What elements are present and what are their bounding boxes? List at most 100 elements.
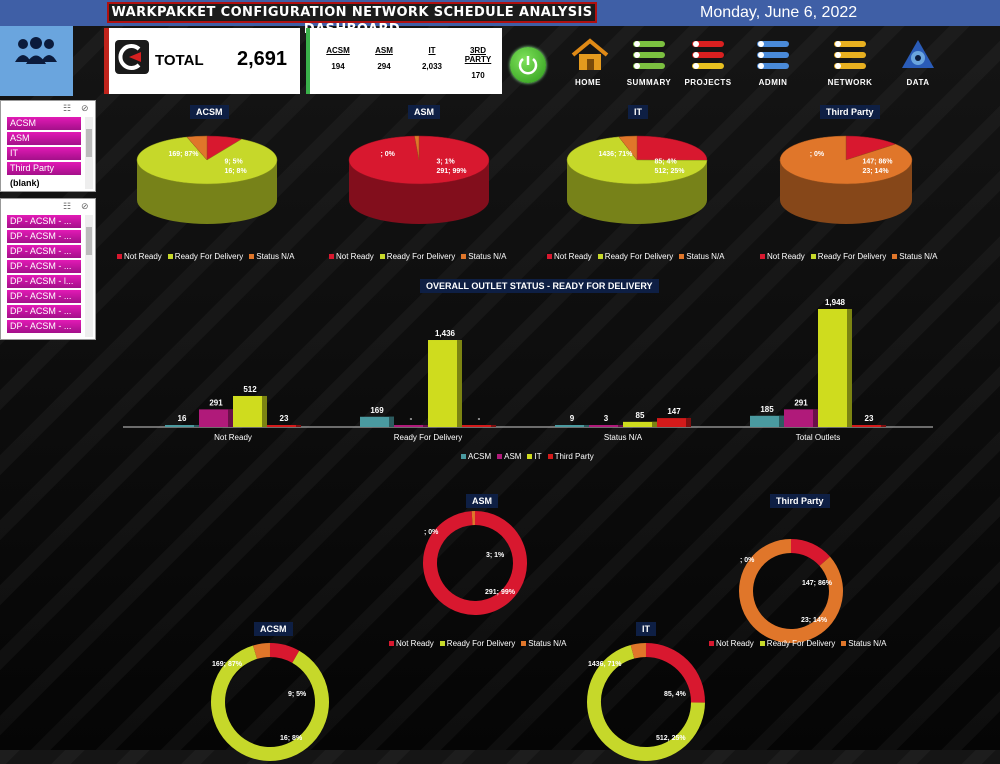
legend-label: ASM: [504, 452, 521, 461]
x-tick-label: Not Ready: [214, 433, 252, 442]
legend-label: Not Ready: [716, 639, 754, 648]
clear-filter-icon[interactable]: ⊘: [81, 201, 89, 212]
bar-shade: [686, 418, 691, 427]
slicer-header: ☷ ⊘: [1, 199, 95, 215]
legend-swatch: [380, 254, 385, 259]
bar-data-label: 185: [760, 405, 774, 414]
pie-chart-title: ASM: [408, 105, 440, 119]
bar-data-label: 9: [570, 414, 575, 423]
data-label: 512; 25%: [655, 168, 686, 175]
legend-swatch: [548, 454, 553, 459]
slicer-item[interactable]: DP - ACSM - ...: [7, 230, 81, 243]
bar-data-label: 23: [280, 414, 289, 423]
data-label: 23; 14%: [863, 168, 890, 175]
nav-projects-button[interactable]: PROJECTS: [678, 38, 738, 90]
donut-chart-title: ASM: [466, 494, 498, 508]
stat-asm: ASM 294: [362, 46, 406, 71]
nav-data-button[interactable]: DATA: [888, 38, 948, 90]
slicer-item[interactable]: ASM: [7, 132, 81, 145]
x-tick-label: Ready For Delivery: [394, 433, 462, 442]
bar: [623, 422, 657, 427]
bar-data-label: 16: [178, 414, 187, 423]
data-label: 23; 14%: [801, 617, 828, 624]
slicer-item[interactable]: ACSM: [7, 117, 81, 130]
data-label: 169; 87%: [212, 661, 243, 668]
bar-data-label: 512: [243, 385, 257, 394]
slicer-item[interactable]: DP - ACSM - ...: [7, 305, 81, 318]
data-label: ; 0%: [810, 151, 825, 158]
projects-list-icon: [690, 38, 726, 72]
data-label: 512, 25%: [656, 735, 686, 742]
bar-data-label: 3: [604, 414, 609, 423]
pie-chart-acsm: 16; 8%169; 87%9; 5%: [133, 134, 281, 234]
legend-label: Status N/A: [256, 252, 294, 261]
bar: [750, 416, 784, 427]
nav-home-button[interactable]: HOME: [558, 38, 618, 90]
slicer-item[interactable]: DP - ACSM - ...: [7, 215, 81, 228]
legend-label: Status N/A: [468, 252, 506, 261]
data-label: 169; 87%: [169, 151, 200, 158]
donut-chart-title: IT: [636, 622, 656, 636]
legend-label: IT: [534, 452, 541, 461]
bar: [199, 409, 233, 427]
legend-label: Third Party: [555, 452, 594, 461]
legend-swatch: [461, 454, 466, 459]
multi-select-icon[interactable]: ☷: [63, 201, 71, 212]
bar-shade: [491, 425, 496, 427]
unit-slicer[interactable]: ☷ ⊘ ACSM ASM IT Third Party (blank): [0, 100, 96, 192]
slicer-scrollbar[interactable]: [85, 215, 93, 337]
legend-swatch: [461, 254, 466, 259]
unit-stats-card: ACSM 194 ASM 294 IT 2,033 3RD PARTY 170: [306, 28, 502, 94]
nav-network-button[interactable]: NETWORK: [820, 38, 880, 90]
legend-label: Not Ready: [554, 252, 592, 261]
slicer-item[interactable]: (blank): [7, 177, 81, 190]
slicer-item[interactable]: DP - ACSM - ...: [7, 260, 81, 273]
bar-data-label: -: [478, 414, 481, 423]
users-tile[interactable]: [0, 26, 73, 96]
data-label: 147; 86%: [802, 580, 833, 587]
slicer-item[interactable]: DP - ACSM - ...: [7, 290, 81, 303]
bar-data-label: 23: [865, 414, 874, 423]
slicer-item[interactable]: IT: [7, 147, 81, 160]
slicer-item[interactable]: DP - ACSM - ...: [7, 245, 81, 258]
bar: [233, 396, 267, 427]
bar: [555, 425, 589, 427]
legend-swatch: [521, 641, 526, 646]
bar-data-label: 85: [636, 411, 645, 420]
clear-filter-icon[interactable]: ⊘: [81, 103, 89, 114]
legend-label: Status N/A: [528, 639, 566, 648]
slicer-item[interactable]: Third Party: [7, 162, 81, 175]
bar-data-label: 1,948: [825, 298, 846, 307]
power-button[interactable]: [510, 47, 546, 83]
bar: [589, 425, 623, 427]
legend-swatch: [329, 254, 334, 259]
nav-summary-button[interactable]: SUMMARY: [619, 38, 679, 90]
pie-slice: [637, 136, 707, 160]
bar: [462, 425, 496, 427]
company-logo: [115, 40, 149, 74]
users-icon: [13, 36, 59, 66]
network-list-icon: [832, 38, 868, 72]
slicer-item[interactable]: DP - ACSM - ...: [7, 320, 81, 333]
nav-label: HOME: [558, 78, 618, 87]
report-date: Monday, June 6, 2022: [700, 2, 860, 24]
bar-data-label: 169: [370, 406, 384, 415]
data-label: ; 0%: [740, 557, 755, 564]
pie-chart-title: Third Party: [820, 105, 880, 119]
data-label: 3; 1%: [486, 552, 505, 559]
slicer-scrollbar[interactable]: [85, 117, 93, 189]
slicer-item[interactable]: DP - ACSM - l...: [7, 275, 81, 288]
legend-swatch: [440, 641, 445, 646]
pie-chart-title: ACSM: [190, 105, 229, 119]
multi-select-icon[interactable]: ☷: [63, 103, 71, 114]
nav-admin-button[interactable]: ADMIN: [743, 38, 803, 90]
pie-chart-title: IT: [628, 105, 648, 119]
data-label: 3; 1%: [437, 159, 456, 166]
project-slicer[interactable]: ☷ ⊘ DP - ACSM - ... DP - ACSM - ... DP -…: [0, 198, 96, 340]
